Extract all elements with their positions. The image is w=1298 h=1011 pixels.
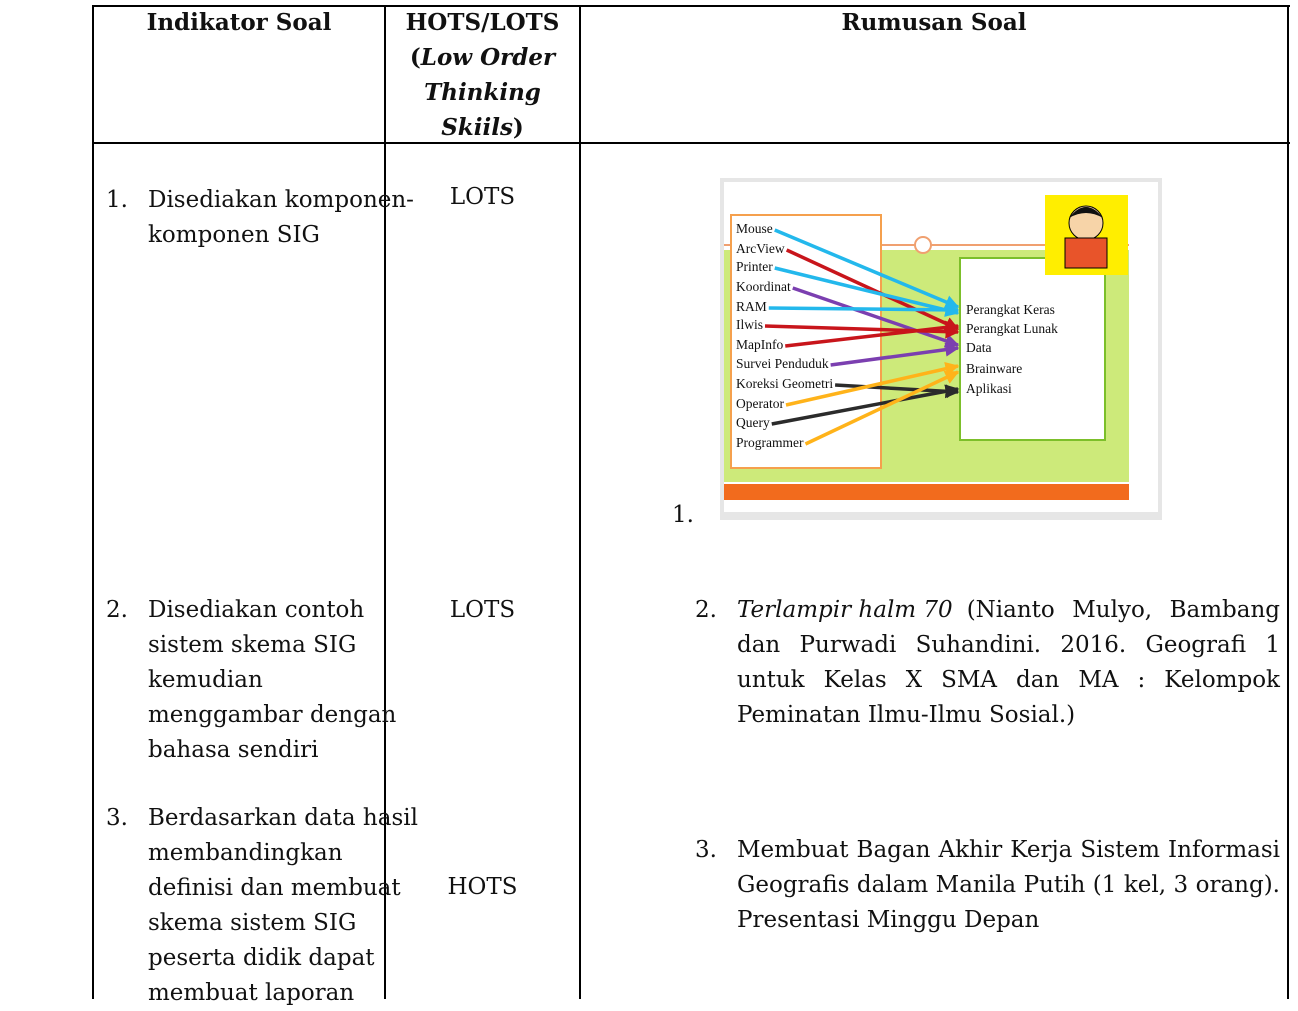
- header-italic: Low Order: [420, 44, 556, 71]
- circle: [914, 236, 932, 254]
- level: HOTS: [447, 874, 518, 900]
- header-text: Thinking: [386, 75, 579, 110]
- rumusan-line: Terlampir halm 70 (Nianto Mulyo, Bambang: [737, 593, 1280, 628]
- item-number: 2.: [106, 597, 128, 623]
- target-label: Aplikasi: [966, 381, 1012, 396]
- table-border: [1287, 5, 1289, 999]
- arrow: [785, 248, 960, 331]
- source-label: Ilwis: [736, 317, 763, 332]
- orange-bar: [724, 484, 1129, 500]
- indicator-line: bahasa sendiri: [148, 737, 319, 763]
- target-label: Perangkat Lunak: [966, 321, 1058, 336]
- arrow: [792, 286, 960, 348]
- arrow: [830, 342, 960, 367]
- source-label: Query: [736, 415, 770, 430]
- source-label: Printer: [736, 259, 773, 274]
- item-number: 1.: [672, 502, 694, 528]
- rumusan-text: (Nianto Mulyo, Bambang: [966, 597, 1280, 623]
- source-label: Operator: [736, 396, 784, 411]
- table-border: [93, 142, 1290, 144]
- table-border: [579, 5, 581, 999]
- italic: Terlampir halm 70: [737, 597, 953, 623]
- source-label: Mouse: [736, 221, 773, 236]
- indicator-line: kemudian: [148, 667, 263, 693]
- level: LOTS: [449, 597, 516, 623]
- rumusan-line: untuk Kelas X SMA dan MA : Kelompok: [737, 667, 1280, 693]
- source-label: Koreksi Geometri: [736, 376, 833, 391]
- source-label: Programmer: [736, 435, 804, 450]
- indicator-line: Berdasarkan data hasil: [148, 805, 418, 831]
- table-border: [93, 5, 1290, 7]
- right-box: [959, 257, 1106, 441]
- indicator-line: Disediakan contoh: [148, 597, 365, 623]
- indicator: Berdasarkan data hasil membandingkan defin…: [148, 801, 418, 1011]
- indicator-line: skema sistem SIG: [148, 910, 357, 936]
- arrow: [804, 370, 960, 446]
- source-label: ArcView: [736, 241, 785, 256]
- item-number: 1.: [106, 187, 128, 213]
- item-number: 3.: [695, 837, 717, 863]
- rumusan-line: Geografis dalam Manila Putih (1 kel, 3 o…: [737, 872, 1280, 898]
- indicator-line: komponen SIG: [148, 222, 320, 248]
- indicator-line: membuat laporan: [148, 980, 355, 1006]
- indicator: Disediakan komponen-komponen SIG: [148, 183, 414, 253]
- source-label: Koordinat: [736, 279, 791, 294]
- arrow: [835, 383, 960, 399]
- source-label: MapInfo: [736, 337, 783, 352]
- header-text: Skiils): [386, 110, 579, 145]
- header-cell: Indikator Soal: [146, 9, 332, 36]
- indicator: Disediakan contoh sistem skema SIG kemudia…: [148, 593, 396, 768]
- rumusan: Terlampir halm 70 (Nianto Mulyo, Bambang d…: [737, 593, 1280, 733]
- paren: (: [409, 44, 421, 71]
- item-number: 2.: [695, 597, 717, 623]
- target-label: Brainware: [966, 361, 1022, 376]
- indicator-line: definisi dan membuat: [148, 875, 401, 901]
- arrow: [774, 228, 960, 309]
- arrow: [774, 266, 960, 317]
- table-border: [92, 5, 94, 999]
- level: LOTS: [449, 184, 516, 210]
- indicator-line: menggambar dengan: [148, 702, 397, 728]
- header-italic: Skiils: [441, 114, 513, 141]
- source-label: Survei Penduduk: [736, 356, 829, 371]
- header-text: HOTS/LOTS: [405, 9, 560, 36]
- indicator-line: sistem skema SIG: [148, 632, 357, 658]
- indicator-line: Disediakan komponen-: [148, 187, 414, 213]
- target-label: Perangkat Keras: [966, 302, 1055, 317]
- table-border: [384, 5, 386, 999]
- cartoon-book: [1064, 237, 1108, 269]
- diagram: Perangkat Keras Perangkat Lunak Data Brainw…: [720, 178, 1162, 520]
- indicator-line: peserta didik dapat: [148, 945, 375, 971]
- cartoon-hair: [1069, 207, 1103, 218]
- indicator-line: membandingkan: [148, 840, 343, 866]
- rumusan-line: Membuat Bagan Akhir Kerja Sistem Informa…: [737, 837, 1280, 863]
- rumusan-line: Presentasi Minggu Depan: [737, 907, 1040, 933]
- target-label: Data: [966, 340, 991, 355]
- rumusan: Membuat Bagan Akhir Kerja Sistem Informa…: [737, 833, 1280, 938]
- paren: ): [512, 114, 524, 141]
- header-text: (Low Order: [386, 40, 579, 75]
- rumusan-line: dan Purwadi Suhandini. 2016. Geografi 1: [737, 632, 1280, 658]
- rumusan-line: Peminatan Ilmu-Ilmu Sosial.): [737, 702, 1076, 728]
- source-label: RAM: [736, 299, 767, 314]
- item-number: 3.: [106, 805, 128, 831]
- arrow: [771, 384, 960, 426]
- header-cell: Rumusan Soal: [841, 9, 1027, 36]
- arrow: [785, 361, 960, 407]
- header-italic: Thinking: [424, 79, 541, 106]
- arrow: [768, 302, 960, 317]
- arrow: [785, 320, 960, 348]
- header-cell: HOTS/LOTS (Low Order Thinking Skiils): [386, 5, 579, 145]
